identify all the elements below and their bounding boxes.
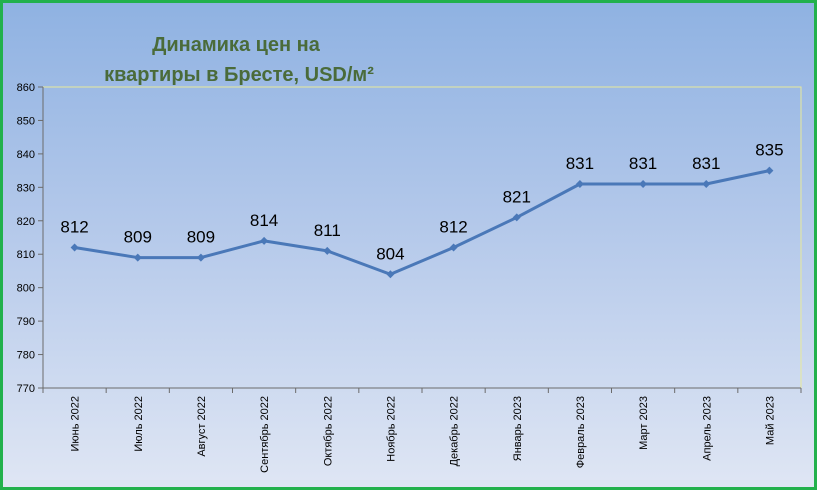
data-point bbox=[133, 253, 142, 262]
y-tick-label: 800 bbox=[17, 283, 35, 295]
x-tick-label: Март 2023 bbox=[638, 396, 650, 450]
data-point bbox=[512, 213, 521, 222]
data-label: 809 bbox=[124, 228, 152, 247]
x-tick-label: Апрель 2023 bbox=[701, 396, 713, 461]
data-label: 814 bbox=[250, 211, 278, 230]
line-chart: Динамика цен на квартиры в Бресте, USD/м… bbox=[17, 34, 802, 473]
plot-area: 770 780 790 800 810 820 830 840 850 860 Июнь 2022 И… bbox=[17, 82, 802, 473]
x-tick-label: Январь 2023 bbox=[512, 396, 524, 461]
x-tick-label: Август 2022 bbox=[196, 396, 208, 457]
data-label: 831 bbox=[566, 154, 594, 173]
data-label: 831 bbox=[629, 154, 657, 173]
y-tick-label: 830 bbox=[17, 182, 35, 194]
data-point bbox=[765, 166, 774, 175]
y-tick-label: 840 bbox=[17, 149, 35, 161]
y-tick-label: 820 bbox=[17, 216, 35, 228]
data-label: 835 bbox=[755, 141, 783, 160]
data-point bbox=[386, 270, 395, 279]
series-line bbox=[74, 169, 770, 276]
x-tick-label: Октябрь 2022 bbox=[322, 396, 334, 466]
data-point bbox=[70, 243, 79, 252]
y-tick-label: 770 bbox=[17, 383, 35, 395]
chart-title-line-2: квартиры в Бресте, USD/м² bbox=[104, 64, 374, 86]
data-point bbox=[449, 243, 458, 252]
data-point bbox=[323, 246, 332, 255]
chart-title-line-1: Динамика цен на bbox=[152, 34, 321, 56]
x-tick-label: Июль 2022 bbox=[133, 396, 145, 452]
data-label: 811 bbox=[314, 221, 341, 240]
data-label: 804 bbox=[376, 244, 404, 263]
data-label: 809 bbox=[187, 228, 215, 247]
y-tick-label: 810 bbox=[17, 249, 35, 261]
x-tick-label: Февраль 2023 bbox=[575, 396, 587, 468]
data-label: 812 bbox=[60, 218, 88, 237]
x-tick-label: Ноябрь 2022 bbox=[385, 396, 397, 462]
data-point bbox=[575, 179, 584, 188]
data-point bbox=[702, 179, 711, 188]
data-point bbox=[196, 253, 205, 262]
y-tick-label: 790 bbox=[17, 316, 35, 328]
x-tick-label: Сентябрь 2022 bbox=[259, 396, 271, 473]
x-tick-label: Май 2023 bbox=[764, 396, 776, 445]
data-label: 831 bbox=[692, 154, 720, 173]
data-point bbox=[639, 179, 648, 188]
x-tick-label: Июнь 2022 bbox=[70, 396, 82, 452]
data-label: 821 bbox=[503, 187, 531, 206]
x-tick-label: Декабрь 2022 bbox=[449, 396, 461, 466]
y-tick-label: 850 bbox=[17, 115, 35, 127]
data-label: 812 bbox=[439, 218, 467, 237]
data-point bbox=[260, 236, 269, 245]
y-tick-label: 860 bbox=[17, 82, 35, 94]
y-tick-label: 780 bbox=[17, 350, 35, 362]
plot-border bbox=[42, 86, 802, 389]
